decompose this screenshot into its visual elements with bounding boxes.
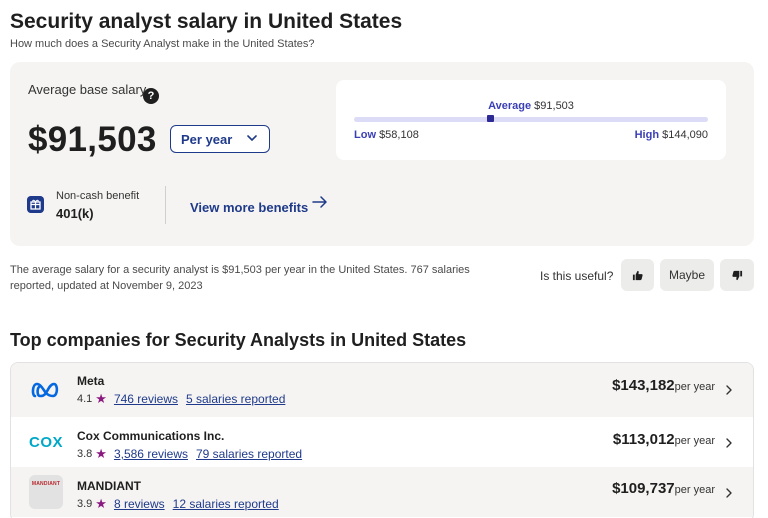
company-pay-amount: $143,182 [612, 377, 675, 394]
company-row-cox[interactable]: COX Cox Communications Inc. 3.8 ★ 3,586 … [11, 417, 753, 467]
pay-period-value: Per year [181, 131, 233, 147]
company-pay-amount: $109,737 [612, 480, 675, 497]
range-low-value: $58,108 [379, 129, 419, 141]
range-average-label: Average $91,503 [336, 100, 726, 112]
benefit-divider [165, 186, 166, 224]
company-rating: 4.1 [77, 393, 93, 405]
company-meta: 3.9 ★ 8 reviews 12 salaries reported [77, 496, 287, 512]
range-average-value: $91,503 [534, 100, 574, 112]
thumbs-down-icon [731, 270, 742, 280]
benefit-label: Non-cash benefit [56, 190, 140, 202]
company-rating: 3.9 [77, 498, 93, 510]
company-pay-period: per year [674, 381, 715, 393]
range-average-word: Average [488, 100, 532, 112]
cox-logo-icon: COX [29, 425, 63, 459]
page-title: Security analyst salary in United States [10, 10, 403, 33]
range-high-label: High $144,090 [635, 129, 708, 141]
range-high-value: $144,090 [662, 129, 708, 141]
company-row-mandiant[interactable]: MANDIANT MANDIANT 3.9 ★ 8 reviews 12 sal… [11, 467, 753, 517]
average-marker [487, 115, 495, 122]
average-base-salary-label: Average base salary [28, 82, 147, 97]
company-name[interactable]: Cox Communications Inc. [77, 429, 225, 443]
star-icon: ★ [95, 391, 107, 406]
company-meta: 4.1 ★ 746 reviews 5 salaries reported [77, 391, 293, 407]
view-more-benefits-link[interactable]: View more benefits [190, 200, 309, 215]
feedback-question: Is this useful? [540, 269, 614, 283]
company-pay: $109,737per year [612, 480, 715, 497]
top-companies-title: Top companies for Security Analysts in U… [10, 330, 467, 350]
company-salaries-link[interactable]: 79 salaries reported [196, 447, 303, 461]
company-reviews-link[interactable]: 8 reviews [113, 497, 165, 511]
pay-period-select[interactable]: Per year [170, 125, 270, 153]
company-row-meta[interactable]: Meta 4.1 ★ 746 reviews 5 salaries report… [11, 363, 753, 417]
company-meta: 3.8 ★ 3,586 reviews 79 salaries reported [77, 446, 310, 462]
star-icon: ★ [95, 496, 107, 511]
salary-card: Average base salary ? $91,503 Per year A… [10, 62, 754, 246]
company-reviews-link[interactable]: 746 reviews [113, 392, 178, 406]
company-reviews-link[interactable]: 3,586 reviews [113, 447, 188, 461]
top-companies-list: Meta 4.1 ★ 746 reviews 5 salaries report… [10, 362, 754, 518]
salary-summary-text: The average salary for a security analys… [10, 264, 470, 292]
chevron-right-icon[interactable] [725, 385, 733, 395]
company-pay: $143,182per year [612, 377, 715, 394]
company-name[interactable]: Meta [77, 374, 105, 388]
mandiant-logo-text: MANDIANT [31, 481, 61, 487]
company-pay-period: per year [674, 435, 715, 447]
range-low-word: Low [354, 129, 376, 141]
company-pay: $113,012per year [613, 431, 715, 448]
maybe-button[interactable]: Maybe [660, 259, 714, 291]
range-low-label: Low $58,108 [354, 129, 419, 141]
help-icon[interactable]: ? [143, 88, 159, 104]
average-salary-amount: $91,503 [28, 120, 157, 159]
benefit-value: 401(k) [56, 206, 94, 221]
thumbs-up-button[interactable] [621, 259, 654, 291]
salary-range-track [354, 115, 708, 122]
gift-icon [27, 196, 44, 213]
star-icon: ★ [95, 446, 107, 461]
company-rating: 3.8 [77, 448, 93, 460]
thumbs-up-icon [632, 270, 643, 280]
company-salaries-link[interactable]: 5 salaries reported [185, 392, 286, 406]
chevron-right-icon[interactable] [725, 438, 733, 448]
range-high-word: High [634, 129, 660, 141]
chevron-down-icon [247, 135, 257, 141]
company-pay-amount: $113,012 [612, 431, 675, 448]
meta-logo-icon [29, 373, 63, 407]
thumbs-down-button[interactable] [720, 259, 754, 291]
company-name[interactable]: MANDIANT [77, 479, 141, 493]
chevron-right-icon[interactable] [725, 488, 733, 498]
salary-range-panel: Average $91,503 Low $58,108 High $144,09… [336, 80, 726, 160]
company-pay-period: per year [674, 484, 715, 496]
company-salaries-link[interactable]: 12 salaries reported [172, 497, 279, 511]
page-subtitle: How much does a Security Analyst make in… [10, 38, 315, 50]
cox-logo-text: COX [29, 433, 64, 451]
arrow-right-icon[interactable] [312, 195, 328, 209]
mandiant-logo-icon: MANDIANT [29, 475, 63, 509]
